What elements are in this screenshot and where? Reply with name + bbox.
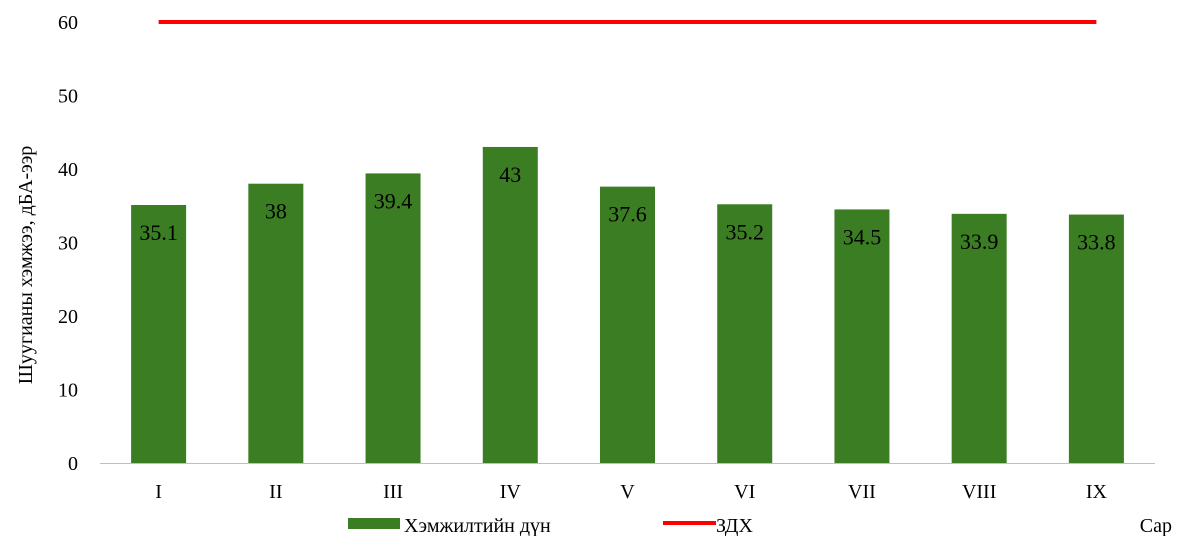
bar [365, 173, 421, 463]
x-tick-label: VII [848, 481, 876, 503]
x-axis-label: Сар [1140, 515, 1172, 536]
y-tick-label: 10 [58, 380, 78, 402]
bar [834, 209, 890, 463]
x-tick-label: I [155, 481, 162, 503]
x-tick-label: IX [1086, 481, 1108, 503]
bar-series [131, 146, 1124, 463]
legend: Хэмжилтийн дүн ЗДХ [348, 515, 753, 536]
bar-data-label: 35.2 [725, 219, 764, 244]
bar [482, 146, 538, 463]
bar-data-label: 33.8 [1077, 230, 1116, 255]
bar-data-label: 34.5 [843, 224, 882, 249]
legend-label-bar: Хэмжилтийн дүн [404, 515, 551, 536]
y-tick-label: 0 [68, 453, 78, 475]
bar-data-label: 37.6 [608, 202, 647, 227]
bar-data-label: 33.9 [960, 229, 999, 254]
data-label-group: 35.1 38 39.4 43 37.6 35.2 34.5 33.9 33.8 [139, 162, 1115, 255]
bar [717, 204, 773, 463]
y-tick-group: 0 10 20 30 40 50 60 [58, 12, 78, 475]
bar-data-label: 39.4 [374, 188, 413, 213]
y-tick-label: 20 [58, 306, 78, 328]
x-tick-label: VI [734, 481, 755, 503]
bar-data-label: 35.1 [139, 220, 178, 245]
y-axis-label: Шуугианы хэмжээ, дБА-ээр [15, 146, 37, 385]
x-tick-label: V [620, 481, 635, 503]
x-tick-label: III [383, 481, 403, 503]
bar [248, 183, 304, 463]
bar [1068, 214, 1124, 463]
x-tick-label: IV [500, 481, 522, 503]
y-tick-label: 50 [58, 86, 78, 108]
bar-data-label: 38 [265, 199, 287, 224]
x-tick-label: VIII [962, 481, 996, 503]
bar [951, 213, 1007, 463]
y-tick-label: 30 [58, 233, 78, 255]
x-tick-label: II [269, 481, 282, 503]
bar [600, 186, 655, 463]
y-tick-label: 60 [58, 12, 78, 34]
bar-data-label: 43 [499, 162, 521, 187]
legend-label-line: ЗДХ [716, 515, 753, 536]
y-tick-label: 40 [58, 159, 78, 181]
bar [131, 205, 187, 463]
legend-swatch-bar [348, 518, 400, 529]
x-tick-group: I II III IV V VI VII VIII IX [155, 481, 1107, 503]
